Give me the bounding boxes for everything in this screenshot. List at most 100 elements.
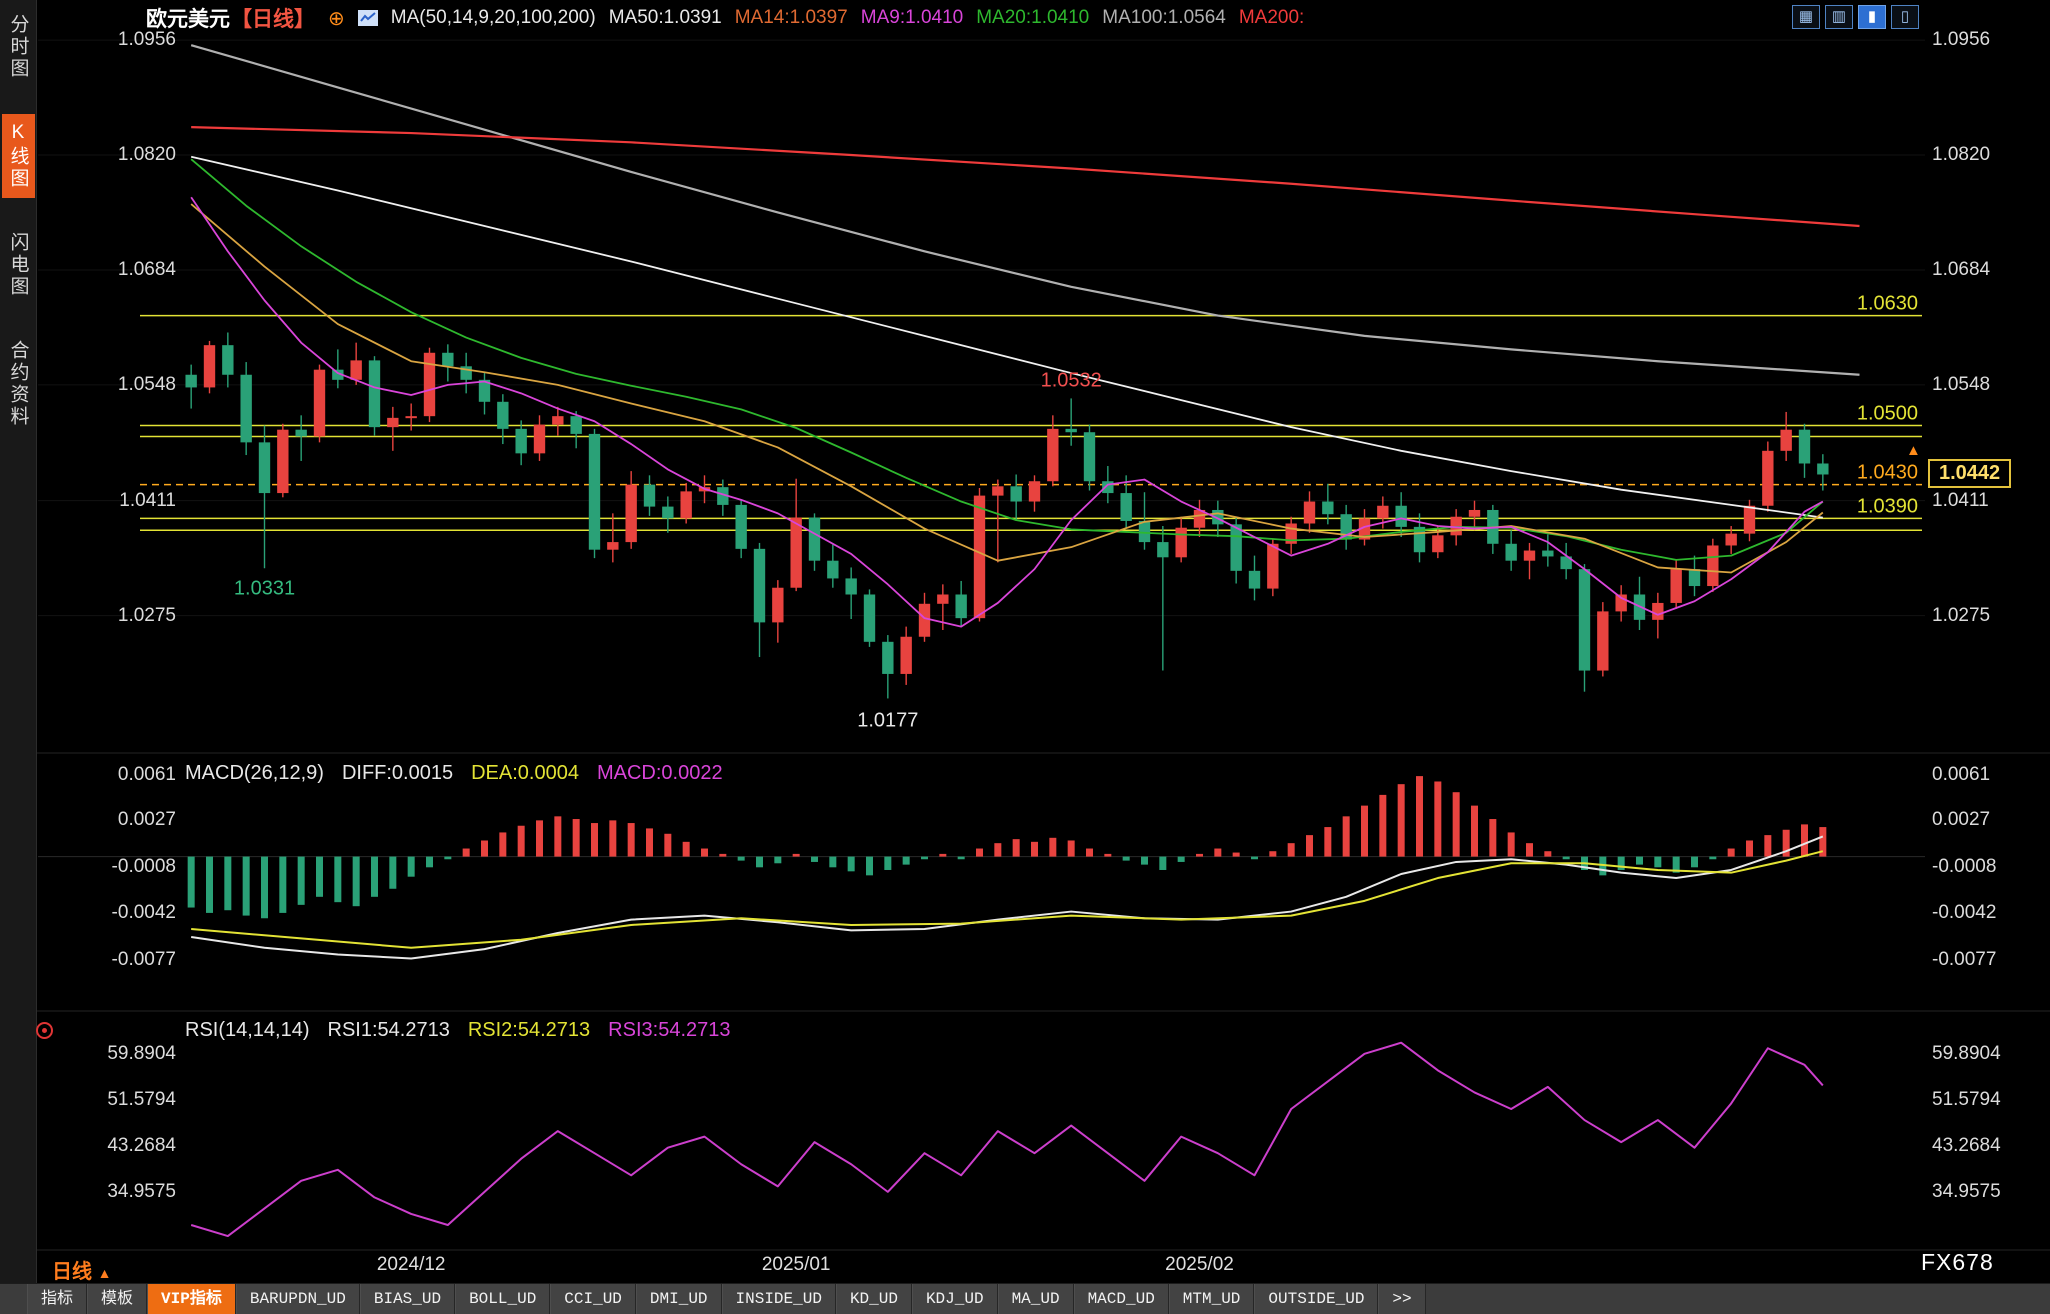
macd-hist-bar (737, 856, 745, 861)
axis-tick-label: 1.0411 (119, 489, 176, 511)
indicator-readout: MACD:0.0022 (596, 762, 723, 784)
indicator-readout: RSI1:54.2713 (327, 1019, 450, 1041)
macd-hist-bar (1544, 851, 1552, 857)
macd-hist-bar (1801, 824, 1808, 857)
axis-tick-label: 1.0275 (117, 604, 176, 626)
candle-body (1157, 542, 1169, 558)
level-label: 1.0500 (1857, 402, 1918, 424)
bottom-tab[interactable]: MACD_UD (1073, 1284, 1169, 1314)
macd-hist-bar (572, 819, 580, 857)
macd-hist-bar (921, 856, 928, 860)
candle-body (552, 416, 564, 425)
macd-hist-bar (1489, 819, 1497, 857)
macd-hist-bar (1251, 856, 1258, 860)
macd-hist-bar (1287, 843, 1295, 857)
kline-view-icon[interactable]: ▮ (1858, 5, 1886, 29)
macd-hist-bar (1599, 856, 1607, 876)
bottom-tab[interactable]: CCI_UD (550, 1284, 636, 1314)
timeframe-selector[interactable]: 日线 ▲ (52, 1255, 111, 1284)
grid-panes-icon[interactable]: ▦ (1792, 5, 1820, 29)
sidebar-item-contract-info[interactable]: 合约资料 (7, 340, 29, 428)
price-annotation: 1.0177 (857, 709, 918, 731)
bottom-tab[interactable]: VIP指标 (147, 1284, 236, 1314)
macd-hist-bar (444, 856, 452, 860)
bottom-tab[interactable]: KDJ_UD (911, 1284, 998, 1314)
macd-hist-bar (1269, 851, 1277, 857)
bottom-tab[interactable]: BOLL_UD (455, 1284, 551, 1314)
axis-tick-label: 43.2684 (1932, 1135, 2001, 1157)
bottom-tab[interactable]: OUTSIDE_UD (1254, 1284, 1379, 1314)
bottom-tab[interactable]: 模板 (87, 1284, 148, 1314)
candle-body (900, 636, 912, 674)
macd-hist-bar (187, 856, 195, 908)
column-panes-icon[interactable]: ▥ (1825, 5, 1853, 29)
macd-hist-bar (426, 856, 433, 868)
bottom-tab[interactable]: DMI_UD (635, 1284, 722, 1314)
candle-body (1780, 429, 1792, 451)
candle-body (1523, 550, 1536, 561)
bottom-tab[interactable]: INSI­DE_UD (721, 1284, 836, 1314)
timeframe-label: 日线 (52, 1261, 92, 1283)
candle-body (1267, 543, 1279, 589)
candle-body (1065, 428, 1077, 433)
macd-hist-bar (1361, 805, 1368, 857)
maximize-pane-icon[interactable]: ▯ (1891, 5, 1919, 29)
macd-hist-bar (682, 841, 690, 857)
macd-hist-bar (224, 856, 232, 911)
sidebar-item-flash-chart[interactable]: 闪电图 (7, 232, 29, 298)
macd-line-diff (191, 835, 1824, 960)
macd-hist-bar (1526, 843, 1533, 857)
macd-hist-bar (1434, 781, 1442, 857)
macd-hist-bar (1819, 827, 1827, 857)
bottom-tab[interactable]: BARUPDN_UD (235, 1284, 360, 1314)
sidebar-item-kline-chart[interactable]: K线图 (1, 114, 35, 198)
candle-body (808, 517, 821, 561)
macd-hist-bar (1471, 805, 1478, 857)
candle-body (1248, 570, 1261, 589)
bottom-tab[interactable]: MA_UD (997, 1284, 1074, 1314)
add-overlay-icon[interactable]: ⊕ (328, 7, 345, 30)
macd-hist-bar (1031, 841, 1038, 857)
bottom-tab[interactable]: BIAS_UD (359, 1284, 456, 1314)
macd-line-dea (191, 850, 1824, 949)
bottom-tab[interactable]: KD_UD (835, 1284, 912, 1314)
macd-hist-bar (1049, 837, 1057, 857)
candle-body (497, 401, 509, 429)
ma-line-ma14 (190, 203, 1824, 574)
macd-hist-bar (279, 856, 287, 913)
bottom-tab[interactable]: 指标 (27, 1284, 88, 1314)
macd-hist-bar (462, 848, 470, 857)
candle-body (442, 352, 454, 367)
ma-line-ma100 (190, 44, 1860, 376)
macd-hist-bar (371, 856, 378, 897)
red-target-icon[interactable] (36, 1022, 53, 1039)
ma-readout: MA20:1.0410 (976, 7, 1090, 28)
candle-body (533, 424, 546, 454)
sidebar-item-time-share-chart[interactable]: 分时图 (7, 14, 29, 80)
bottom-tab[interactable]: MTM_UD (1168, 1284, 1255, 1314)
macd-hist-bar (1177, 856, 1185, 862)
macd-hist-bar (1324, 827, 1332, 857)
bottom-tab[interactable]: >> (1378, 1284, 1426, 1314)
candle-body (570, 416, 582, 434)
ma-readout: MA200: (1238, 7, 1305, 28)
axis-tick-label: 59.8904 (107, 1043, 176, 1065)
macd-hist-bar (1617, 856, 1625, 870)
axis-tick-label: 1.0548 (117, 373, 176, 395)
candle-body (1798, 429, 1811, 464)
candle-body (607, 542, 619, 550)
candle-body (1560, 556, 1572, 570)
ma-group-label: MA(50,14,9,20,100,200) (390, 7, 596, 28)
candle-body (680, 491, 692, 519)
axis-tick-label: 51.5794 (1932, 1089, 2001, 1111)
last-price-tag: 1.0442 (1928, 459, 2012, 489)
macd-hist-bar (407, 856, 415, 877)
indicator-readout: DEA:0.0004 (471, 762, 579, 784)
mini-kline-icon[interactable] (357, 10, 378, 26)
candle-body (790, 517, 802, 588)
macd-hist-bar (1012, 839, 1020, 857)
axis-tick-label: -0.0042 (1932, 901, 1997, 923)
axis-tick-label: 1.0956 (1932, 29, 1991, 51)
candle-body (1432, 535, 1444, 553)
